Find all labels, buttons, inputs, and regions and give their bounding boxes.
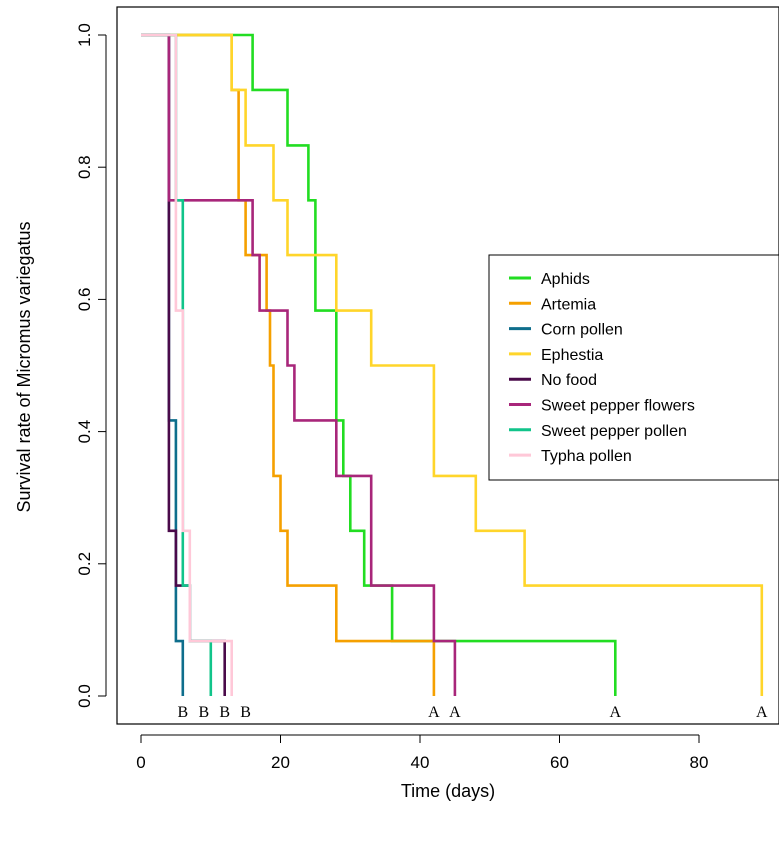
plot-frame [116, 6, 779, 725]
x-axis-title: Time (days) [401, 781, 495, 801]
y-tick-label: 0.0 [75, 684, 94, 708]
legend-label-sweet-pepper-pollen: Sweet pepper pollen [541, 423, 687, 440]
legend-label-artemia: Artemia [541, 296, 596, 313]
legend-label-aphids: Aphids [541, 271, 590, 288]
legend-label-sweet-pepper-flowers: Sweet pepper flowers [541, 398, 695, 415]
curve-ephestia [141, 33, 764, 696]
x-axis: 0 20 40 60 80 [136, 734, 709, 772]
curve-sweet-pepper-flowers [141, 33, 457, 696]
significance-letter: A [756, 704, 768, 721]
x-tick-label: 20 [271, 753, 290, 772]
legend-label-typha-pollen: Typha pollen [541, 448, 632, 465]
y-axis: 0.0 0.2 0.4 0.6 0.8 1.0 [75, 23, 107, 708]
significance-letter: A [610, 704, 622, 721]
legend-box [488, 254, 779, 481]
y-tick-label: 0.4 [75, 420, 94, 444]
y-tick-label: 1.0 [75, 23, 94, 47]
significance-letter: B [178, 704, 189, 721]
y-tick-label: 0.6 [75, 288, 94, 312]
curve-typha-pollen [141, 33, 233, 696]
legend-label-corn-pollen: Corn pollen [541, 322, 623, 339]
survival-curves [141, 33, 764, 696]
significance-letter: A [428, 704, 440, 721]
curve-artemia [141, 33, 436, 696]
legend: Aphids Artemia Corn pollen Ephestia No food S… [488, 254, 779, 481]
significance-letter: B [198, 704, 209, 721]
legend-label-no-food: No food [541, 372, 597, 389]
x-tick-label: 0 [136, 753, 145, 772]
y-tick-label: 0.8 [75, 155, 94, 179]
significance-letter: B [240, 704, 251, 721]
significance-letter: A [449, 704, 461, 721]
y-tick-label: 0.2 [75, 552, 94, 576]
y-axis-title: Survival rate of Micromus variegatus [14, 221, 34, 512]
x-tick-label: 80 [690, 753, 709, 772]
x-tick-label: 60 [550, 753, 569, 772]
x-tick-label: 40 [411, 753, 430, 772]
legend-label-ephestia: Ephestia [541, 347, 603, 364]
significance-letter: B [219, 704, 230, 721]
